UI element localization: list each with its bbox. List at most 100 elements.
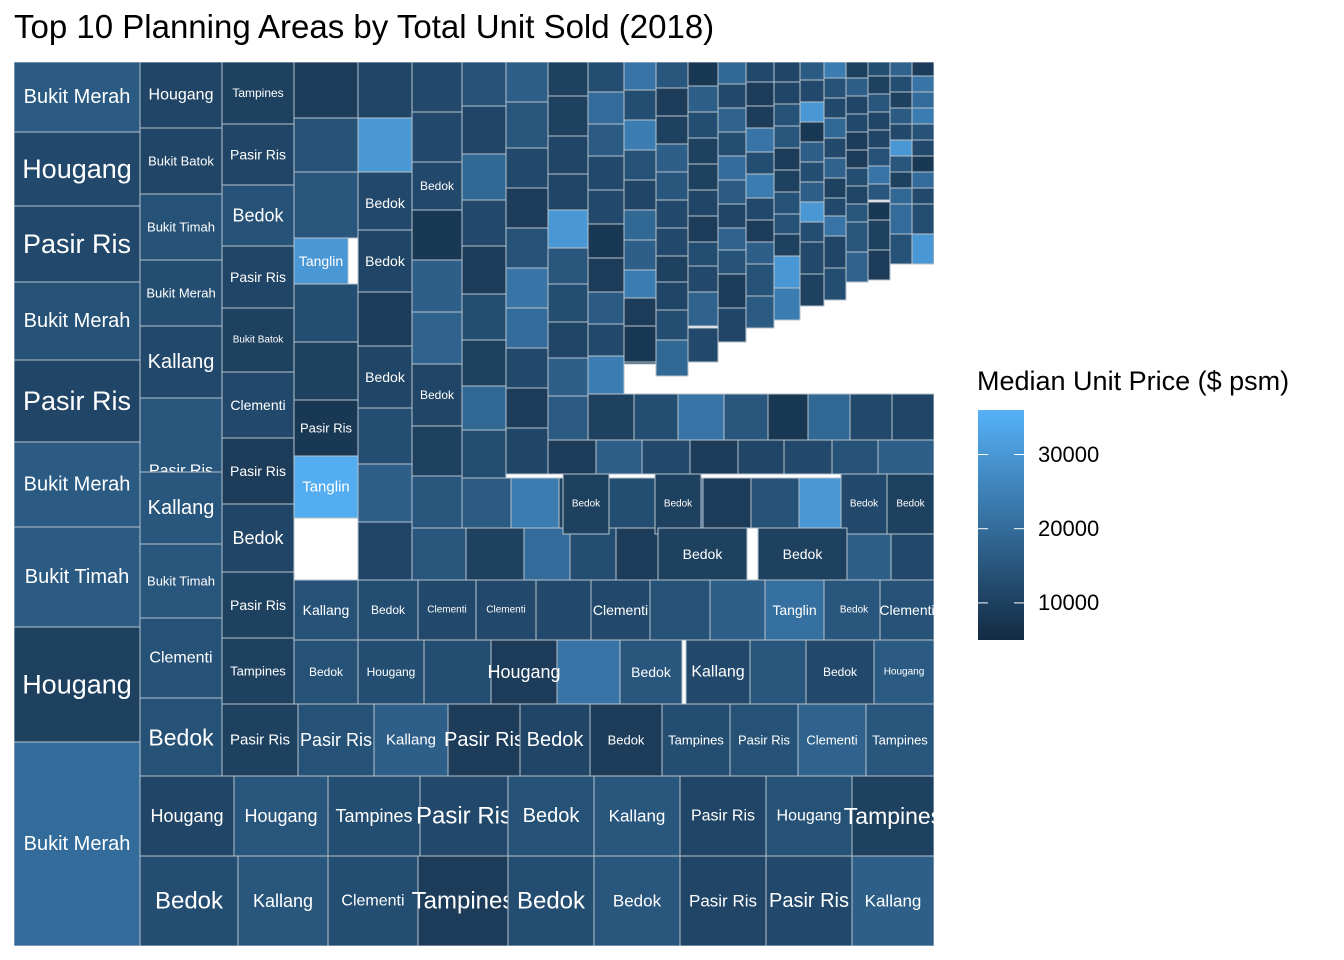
treemap-tile (823, 137, 847, 159)
treemap-tile (14, 281, 141, 361)
treemap-tile (293, 117, 359, 173)
tile-label: Tampines (844, 803, 934, 829)
treemap-tile (419, 775, 509, 857)
treemap-tile (139, 325, 223, 399)
treemap-tile (373, 703, 449, 777)
tile-label: Bukit Merah (146, 286, 215, 301)
treemap-tile (889, 123, 913, 141)
treemap-tile (886, 473, 934, 535)
treemap-tile (221, 184, 295, 247)
treemap-tile (889, 187, 913, 205)
treemap-tile (417, 855, 509, 946)
treemap-tile (687, 111, 719, 139)
treemap-tile (505, 347, 549, 389)
treemap-tile (867, 165, 891, 185)
treemap-tile (623, 297, 657, 329)
treemap-tile (799, 221, 825, 243)
treemap-tile (889, 203, 913, 235)
treemap-tile (867, 75, 891, 95)
treemap-tile (799, 121, 825, 143)
treemap-tile (717, 131, 747, 157)
tile-label: Bukit Merah (24, 474, 131, 496)
treemap-tile (593, 855, 681, 946)
tile-label: Bedok (523, 805, 581, 827)
treemap-tile (845, 167, 869, 187)
treemap-tile (633, 393, 679, 441)
treemap-tile (357, 639, 425, 705)
tile-label: Pasir Ris (230, 597, 286, 613)
treemap-tile (889, 107, 913, 125)
treemap-tile (623, 239, 657, 271)
treemap-tile (831, 439, 879, 475)
treemap-tile (411, 259, 463, 313)
treemap-tile (411, 527, 467, 581)
treemap-tile (867, 93, 891, 113)
treemap-tile (505, 227, 549, 269)
treemap-tile (587, 123, 625, 157)
treemap-tile (139, 127, 223, 195)
treemap-tile (799, 241, 825, 275)
treemap-tile (547, 209, 589, 249)
treemap-tile (461, 429, 507, 479)
tile-label: Tampines (872, 733, 928, 748)
treemap-tile (845, 113, 869, 133)
tile-label: Bedok (572, 499, 601, 510)
treemap-tile (799, 161, 825, 183)
treemap-tile (505, 267, 549, 309)
treemap-tile (14, 626, 141, 743)
treemap-tile (221, 637, 295, 705)
treemap-tile (845, 203, 869, 223)
legend-colorbar (978, 410, 1024, 640)
treemap-tile (569, 527, 617, 581)
treemap-tile (823, 267, 847, 301)
treemap-tile (411, 425, 463, 477)
treemap-tile (679, 855, 767, 946)
tile-label: Clementi (879, 602, 934, 618)
treemap-tile (867, 129, 891, 149)
tile-label: Clementi (149, 650, 212, 667)
treemap-tile (221, 437, 295, 505)
treemap-tile (411, 311, 463, 365)
treemap-tile (745, 197, 775, 221)
tile-label: Pasir Ris (769, 890, 849, 912)
treemap-tile (547, 321, 589, 359)
tile-label: Kallang (865, 892, 922, 911)
tile-label: Bukit Merah (24, 833, 131, 855)
treemap-tile (623, 179, 657, 211)
treemap-tile (799, 273, 825, 307)
tile-label: Clementi (806, 733, 857, 748)
treemap-tile (823, 62, 847, 79)
treemap-tile (221, 503, 295, 573)
treemap-tile (411, 475, 463, 529)
treemap-tile (773, 287, 801, 321)
tile-label: Bedok (683, 546, 724, 562)
treemap-tile (773, 255, 801, 289)
treemap-tile (411, 209, 463, 261)
treemap-tile (717, 155, 747, 181)
treemap-tile (687, 189, 719, 217)
tile-label: Bedok (517, 888, 586, 915)
treemap-tile (687, 163, 719, 191)
treemap-tile (587, 323, 625, 357)
treemap-tile (587, 355, 625, 395)
treemap-tile (655, 339, 689, 377)
treemap-tile (623, 149, 657, 181)
treemap-tile (797, 703, 867, 777)
tile-label: Tampines (335, 806, 412, 826)
tile-label: Bedok (840, 605, 869, 616)
treemap-tile (649, 579, 711, 641)
treemap-tile (717, 83, 747, 109)
treemap-tile (823, 97, 847, 119)
treemap-tile (773, 213, 801, 235)
tile-label: Bedok (232, 206, 284, 226)
tile-label: Bedok (420, 388, 455, 402)
treemap-tile (911, 233, 934, 265)
treemap-tile (523, 527, 571, 581)
treemap-tile (357, 229, 413, 293)
treemap-tile (465, 527, 525, 581)
tile-label: Clementi (593, 602, 648, 618)
treemap-tile (846, 527, 892, 581)
treemap-tile (461, 477, 512, 529)
treemap-tile (745, 241, 775, 265)
treemap-tile (764, 579, 825, 641)
